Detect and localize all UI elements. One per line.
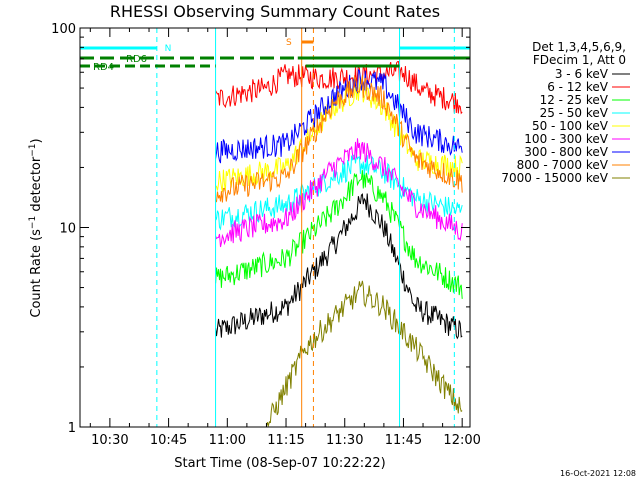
x-tick-label: 12:00 bbox=[443, 433, 480, 448]
x-tick-label: 10:45 bbox=[150, 433, 187, 448]
legend-entry-label: 25 - 50 keV bbox=[540, 106, 609, 120]
y-axis-label-end: ) bbox=[29, 138, 44, 143]
legend-header-line-1: Det 1,3,4,5,6,9, bbox=[532, 40, 626, 54]
y-axis-label-sup1: −1 bbox=[28, 216, 38, 229]
series-line-3 bbox=[215, 170, 463, 299]
legend-entry-label: 3 - 6 keV bbox=[555, 67, 609, 81]
rd6-flag-label: RD6 bbox=[126, 54, 147, 65]
plot-data-layer bbox=[215, 61, 463, 428]
legend-entry-label: 6 - 12 keV bbox=[547, 80, 609, 94]
rd4-flag-label: RD4 bbox=[93, 62, 114, 73]
y-axis-label-sup2: −1 bbox=[28, 143, 38, 156]
x-tick-label: 11:00 bbox=[209, 433, 246, 448]
x-tick-label: 10:30 bbox=[91, 433, 128, 448]
axes-layer: 10:30 10:45 11:00 11:15 11:30 11:45 12:00 1 10 10… bbox=[51, 22, 481, 448]
y-tick-label: 10 bbox=[59, 222, 76, 237]
legend: Det 1,3,4,5,6,9, FDecim 1, Att 0 3 - 6 k… bbox=[501, 40, 630, 185]
x-tick-label: 11:15 bbox=[267, 433, 304, 448]
series-line-2 bbox=[215, 61, 463, 115]
x-axis-label: Start Time (08-Sep-07 10:22:22) bbox=[174, 456, 385, 471]
series-line-9 bbox=[266, 280, 463, 428]
y-tick-label: 1 bbox=[68, 421, 76, 436]
legend-entry-label: 7000 - 15000 keV bbox=[501, 171, 608, 185]
series-line-1 bbox=[215, 193, 463, 340]
y-tick-label: 100 bbox=[51, 22, 76, 37]
legend-entry-label: 300 - 800 keV bbox=[524, 145, 608, 159]
x-tick-label: 11:30 bbox=[326, 433, 363, 448]
y-axis-label-mid: detector bbox=[29, 156, 44, 216]
series-line-6 bbox=[215, 138, 463, 248]
night-flag-label: N bbox=[165, 44, 172, 54]
y-axis-label: Count Rate (s−1 detector−1) bbox=[28, 138, 44, 317]
series-line-8 bbox=[215, 74, 463, 203]
timestamp: 16-Oct-2021 12:08 bbox=[560, 469, 636, 478]
legend-entry-label: 100 - 300 keV bbox=[524, 132, 608, 146]
saa-flag-label: S bbox=[286, 38, 292, 48]
legend-entry-label: 800 - 7000 keV bbox=[517, 158, 609, 172]
y-axis-label-main: Count Rate (s bbox=[29, 229, 44, 318]
legend-entry-label: 50 - 100 keV bbox=[532, 119, 609, 133]
legend-entry-label: 12 - 25 keV bbox=[540, 93, 609, 107]
x-tick-label: 11:45 bbox=[385, 433, 422, 448]
chart-title: RHESSI Observing Summary Count Rates bbox=[110, 2, 440, 21]
legend-header-line-2: FDecim 1, Att 0 bbox=[533, 53, 626, 67]
